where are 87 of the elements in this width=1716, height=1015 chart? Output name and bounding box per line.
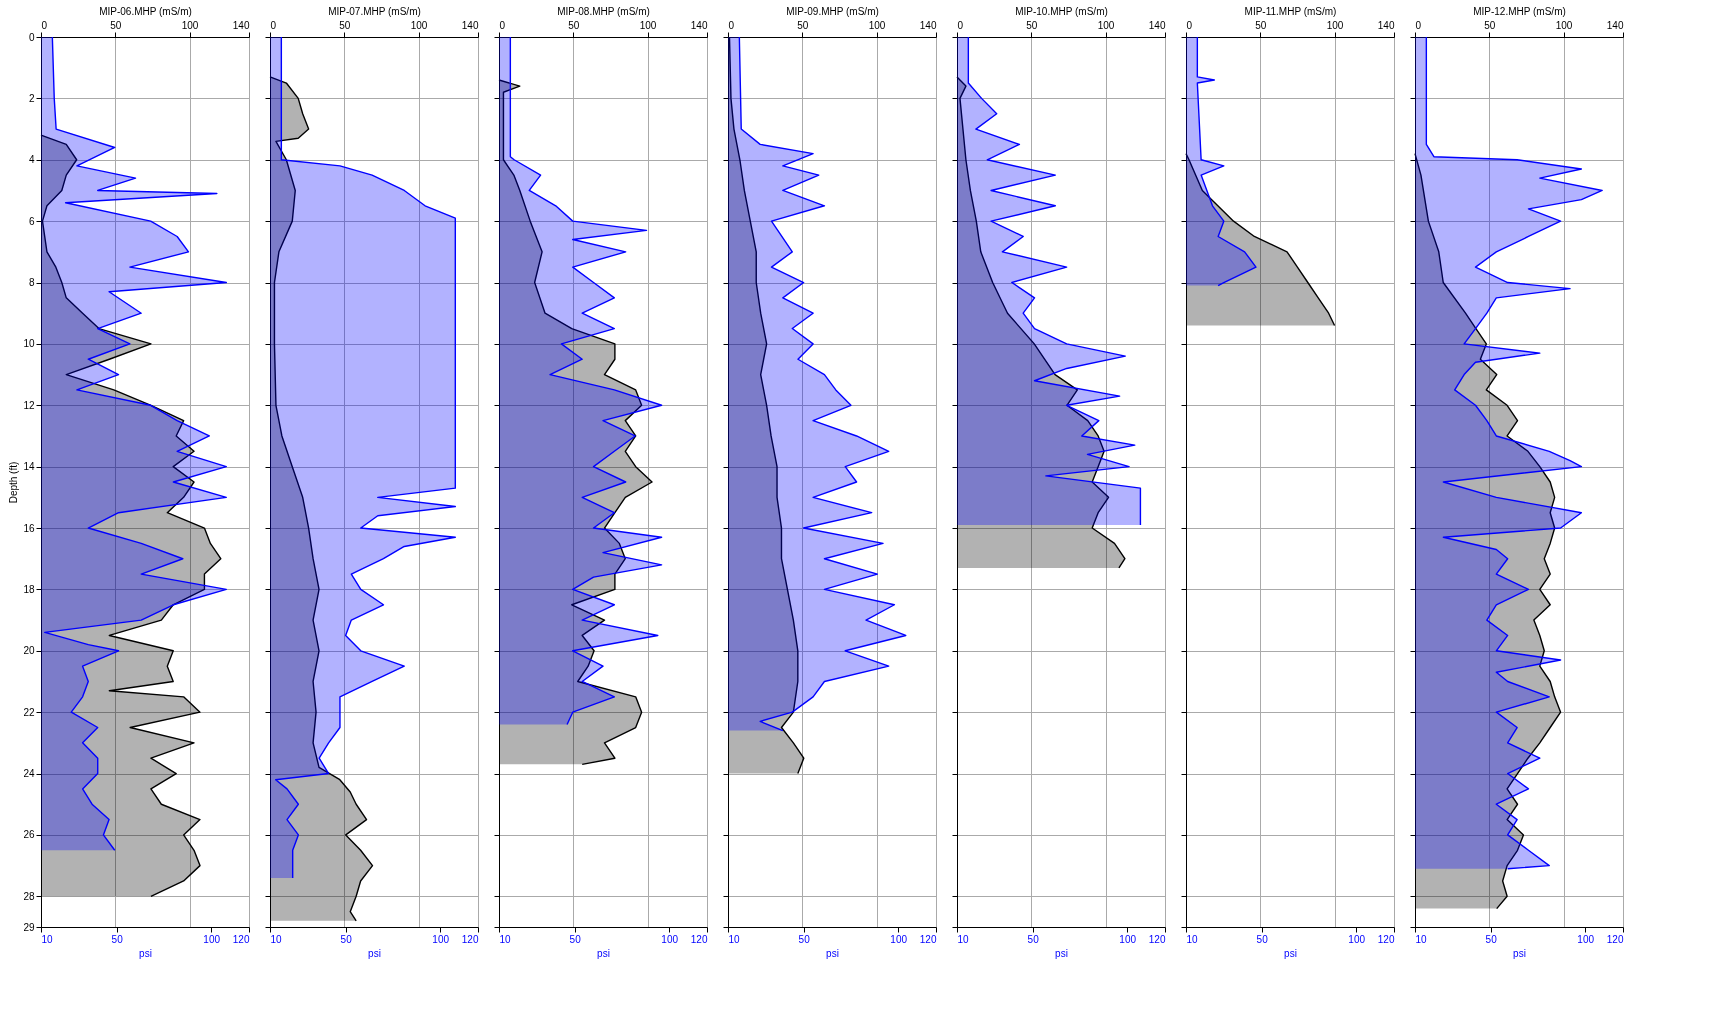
- x2-axis-title: MIP-10.MHP (mS/m): [1015, 5, 1108, 17]
- y-tick-label: 20: [23, 645, 35, 657]
- x-tick-label: 10: [41, 933, 54, 945]
- y-axis-title: Depth (ft): [8, 461, 20, 504]
- y-tick-label: 2: [28, 92, 35, 104]
- y-tick-label: 8: [28, 277, 35, 289]
- x-axis-title: psi: [139, 947, 152, 959]
- x-axis-title: psi: [1513, 947, 1526, 959]
- x-tick-label: 120: [1148, 933, 1166, 945]
- x2-tick-label: 0: [499, 19, 506, 31]
- x-tick-label: 50: [798, 933, 811, 945]
- x2-tick-label: 0: [1186, 19, 1193, 31]
- x2-tick-label: 140: [919, 19, 937, 31]
- y-tick-label: 0: [28, 31, 35, 43]
- x-axis-title: psi: [1055, 947, 1068, 959]
- x2-axis-title: MIP-06.MHP (mS/m): [99, 5, 192, 17]
- x-tick-label: 50: [1256, 933, 1269, 945]
- x2-axis-title: MIP-11.MHP (mS/m): [1244, 5, 1337, 17]
- y-tick-label: 18: [23, 583, 35, 595]
- x-tick-label: 120: [690, 933, 708, 945]
- x2-tick-label: 140: [1148, 19, 1166, 31]
- x2-tick-label: 50: [1026, 19, 1038, 31]
- x-axis-title: psi: [1284, 947, 1297, 959]
- x-tick-label: 10: [270, 933, 283, 945]
- x-tick-label: 10: [1186, 933, 1199, 945]
- y-tick-label: 29: [23, 921, 35, 933]
- y-tick-label: 22: [23, 706, 35, 718]
- x-tick-label: 50: [569, 933, 582, 945]
- y-tick-label: 26: [23, 829, 35, 841]
- x-axis-title: psi: [368, 947, 381, 959]
- y-tick-label: 28: [23, 890, 35, 902]
- x2-tick-label: 100: [1097, 19, 1115, 31]
- x-tick-label: 120: [1606, 933, 1624, 945]
- x-tick-label: 50: [1485, 933, 1498, 945]
- x-tick-label: 120: [1377, 933, 1395, 945]
- x2-axis-title: MIP-12.MHP (mS/m): [1473, 5, 1566, 17]
- x2-tick-label: 50: [339, 19, 351, 31]
- x2-tick-label: 0: [957, 19, 964, 31]
- x-tick-label: 100: [1119, 933, 1137, 945]
- x2-tick-label: 140: [1377, 19, 1395, 31]
- x-tick-label: 10: [499, 933, 512, 945]
- x2-tick-label: 140: [461, 19, 479, 31]
- y-tick-label: 12: [23, 399, 35, 411]
- x-tick-label: 50: [340, 933, 353, 945]
- x2-tick-label: 0: [1415, 19, 1422, 31]
- x-tick-label: 120: [919, 933, 937, 945]
- x2-tick-label: 50: [797, 19, 809, 31]
- x-axis-title: psi: [826, 947, 839, 959]
- x2-tick-label: 0: [41, 19, 48, 31]
- x2-tick-label: 50: [1484, 19, 1496, 31]
- x-tick-label: 100: [1577, 933, 1595, 945]
- x2-tick-label: 50: [1255, 19, 1267, 31]
- x2-tick-label: 0: [270, 19, 277, 31]
- x2-tick-label: 100: [868, 19, 886, 31]
- x2-tick-label: 100: [410, 19, 428, 31]
- x-tick-label: 100: [661, 933, 679, 945]
- x2-tick-label: 140: [690, 19, 708, 31]
- y-tick-label: 6: [28, 215, 35, 227]
- x-tick-label: 120: [232, 933, 250, 945]
- x-tick-label: 100: [203, 933, 221, 945]
- x-tick-label: 120: [461, 933, 479, 945]
- x2-tick-label: 140: [232, 19, 250, 31]
- x-tick-label: 50: [1027, 933, 1040, 945]
- x-tick-label: 100: [890, 933, 908, 945]
- x-tick-label: 10: [728, 933, 741, 945]
- x2-tick-label: 50: [110, 19, 122, 31]
- x2-tick-label: 50: [568, 19, 580, 31]
- x-tick-label: 10: [1415, 933, 1428, 945]
- x-tick-label: 10: [957, 933, 970, 945]
- x-tick-label: 100: [432, 933, 450, 945]
- x2-tick-label: 100: [1555, 19, 1573, 31]
- x-axis-title: psi: [597, 947, 610, 959]
- x2-tick-label: 140: [1606, 19, 1624, 31]
- y-tick-label: 10: [23, 338, 35, 350]
- x2-tick-label: 100: [639, 19, 657, 31]
- x-tick-label: 50: [111, 933, 124, 945]
- x2-axis-title: MIP-07.MHP (mS/m): [328, 5, 421, 17]
- x2-tick-label: 0: [728, 19, 735, 31]
- x2-axis-title: MIP-08.MHP (mS/m): [557, 5, 650, 17]
- x2-tick-label: 100: [181, 19, 199, 31]
- y-tick-label: 16: [23, 522, 35, 534]
- x-tick-label: 100: [1348, 933, 1366, 945]
- x2-tick-label: 100: [1326, 19, 1344, 31]
- x2-axis-title: MIP-09.MHP (mS/m): [786, 5, 879, 17]
- y-tick-label: 4: [28, 154, 35, 166]
- y-tick-label: 24: [23, 768, 35, 780]
- y-tick-label: 14: [23, 461, 35, 473]
